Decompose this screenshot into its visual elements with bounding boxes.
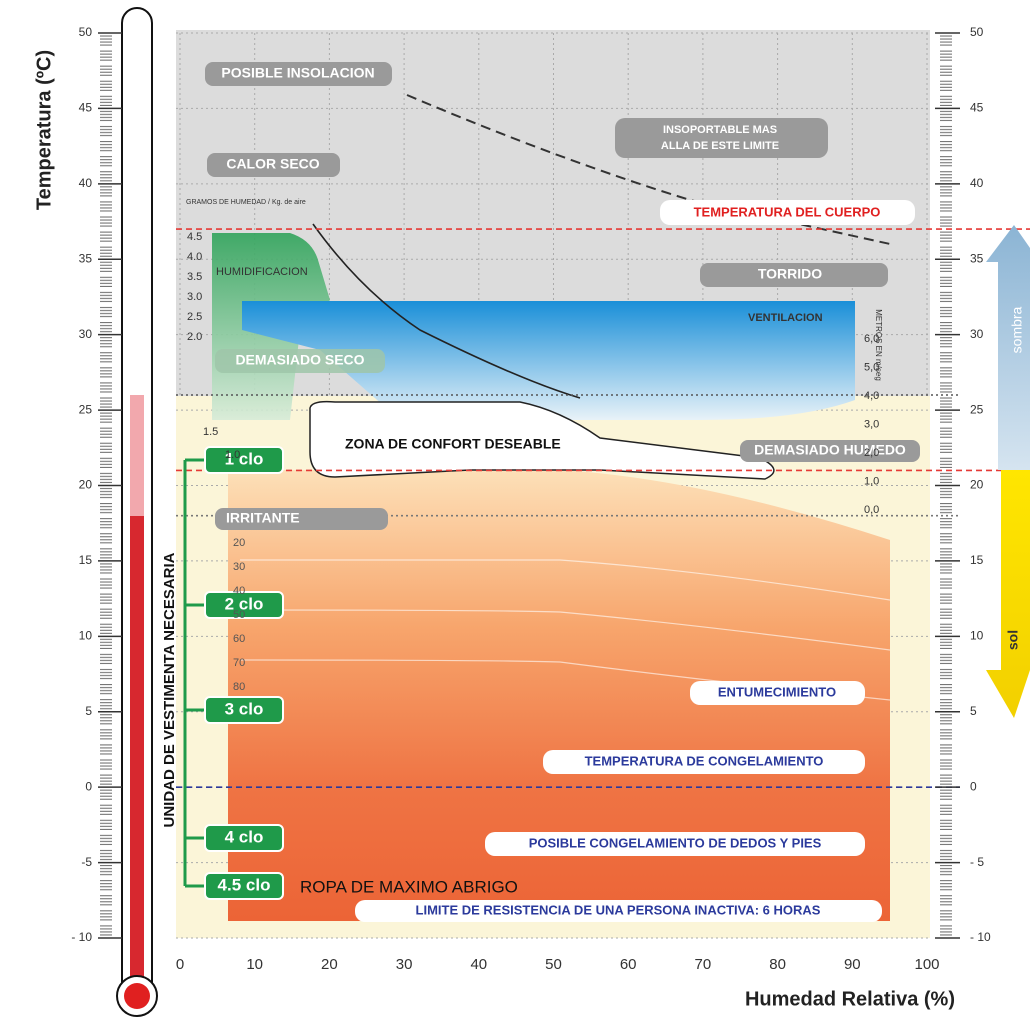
y2-tick-label: 40 [970,176,984,190]
clo-label: 4.5 clo [218,875,271,894]
x-tick-label: 80 [769,956,786,973]
y2-tick-label: 50 [970,25,984,39]
y-tick-label: 45 [79,101,93,115]
x-tick-label: 60 [620,956,637,973]
y2-tick-label: 10 [970,629,984,643]
y-tick-label: 35 [79,251,93,265]
radiation-label: 70 [233,657,245,669]
x-tick-label: 0 [176,956,184,973]
x-tick-label: 30 [396,956,413,973]
wind-label: 6,0 [864,333,879,345]
radiation-label: 40 [233,585,245,597]
annotation: ENTUMECIMIENTO [718,684,836,699]
x-tick-label: 10 [246,956,263,973]
y-tick-label: 50 [79,25,93,39]
wind-label: 2,0 [864,447,879,459]
annotation: GRAMOS DE HUMEDAD / Kg. de aire [186,199,306,206]
y2-tick-label: 25 [970,402,984,416]
y2-tick-label: 20 [970,478,984,492]
moisture-label: 1.0 [225,449,240,461]
arrow-label: sombra [1009,306,1025,353]
y2-tick-label: 35 [970,251,984,265]
annotation: INSOPORTABLE MAS [663,124,777,136]
moisture-label: 4.0 [187,251,202,263]
annotation: DEMASIADO SECO [235,352,364,368]
y2-tick-label: - 10 [970,930,991,944]
y2-tick-label: 15 [970,553,984,567]
x-tick-label: 40 [470,956,487,973]
x-tick-label: 70 [695,956,712,973]
radiation-label: 30 [233,561,245,573]
x-axis-label: Humedad Relativa (%) [745,988,955,1010]
moisture-label: 4.5 [187,231,202,243]
radiation-label: 50 [233,609,245,621]
y-tick-label: 10 [79,629,93,643]
clo-label: 4 clo [225,827,264,846]
moisture-label: 1.5 [203,426,218,438]
annotation: POSIBLE INSOLACION [221,65,374,81]
radiation-label: 20 [233,537,245,549]
annotation: UNIDAD DE VESTIMENTA NECESARIA [161,552,178,827]
y-axis-label: Temperatura (ºC) [33,50,55,210]
annotation: POSIBLE CONGELAMIENTO DE DEDOS Y PIES [529,835,822,850]
annotation: ALLA DE ESTE LIMITE [661,140,779,152]
y-tick-label: -5 [81,855,92,869]
annotation: LIMITE DE RESISTENCIA DE UNA PERSONA INA… [416,902,821,917]
x-tick-label: 90 [844,956,861,973]
x-tick-label: 20 [321,956,338,973]
chart: sombra sol POSIBLE INSOLACION CALOR SECO… [0,0,1030,1018]
radiation-label: 60 [233,633,245,645]
annotation: ZONA DE CONFORT DESEABLE [345,436,561,452]
annotation: TORRIDO [758,266,822,282]
thermometer [117,8,157,1016]
moisture-label: 2.0 [187,331,202,343]
wind-label: 4,0 [864,390,879,402]
annotation: IRRITANTE [226,510,300,526]
clo-label: 3 clo [225,699,264,718]
annotation: TEMPERATURA DE CONGELAMIENTO [585,753,824,768]
y-tick-label: 15 [79,553,93,567]
annotation: HUMIDIFICACION [216,266,308,278]
annotation: DEMASIADO HUMEDO [754,442,906,458]
y2-tick-label: - 5 [970,855,984,869]
annotation: TEMPERATURA DEL CUERPO [694,204,881,219]
y-tick-label: 0 [85,779,92,793]
moisture-label: 3.5 [187,271,202,283]
wind-label: 5,0 [864,361,879,373]
y-tick-label: 25 [79,402,93,416]
arrow-label: sol [1005,630,1021,650]
y2-tick-label: 45 [970,101,984,115]
y2-tick-label: 5 [970,704,977,718]
radiation-label: 80 [233,681,245,693]
moisture-label: 2.5 [187,311,202,323]
annotation: VENTILACION [748,312,823,324]
y2-tick-label: 0 [970,779,977,793]
arrows: sombra sol [986,225,1030,718]
annotation: ROPA DE MAXIMO ABRIGO [300,877,518,896]
wind-label: 3,0 [864,418,879,430]
y-tick-label: 20 [79,478,93,492]
x-tick-label: 50 [545,956,562,973]
y-tick-label: 30 [79,327,93,341]
y-tick-label: 40 [79,176,93,190]
annotation: CALOR SECO [226,156,319,172]
x-tick-label: 100 [914,956,939,973]
wind-label: 0,0 [864,504,879,516]
y2-tick-label: 30 [970,327,984,341]
y-tick-label: - 10 [71,930,92,944]
moisture-label: 3.0 [187,291,202,303]
wind-label: 1,0 [864,475,879,487]
y-tick-label: 5 [85,704,92,718]
